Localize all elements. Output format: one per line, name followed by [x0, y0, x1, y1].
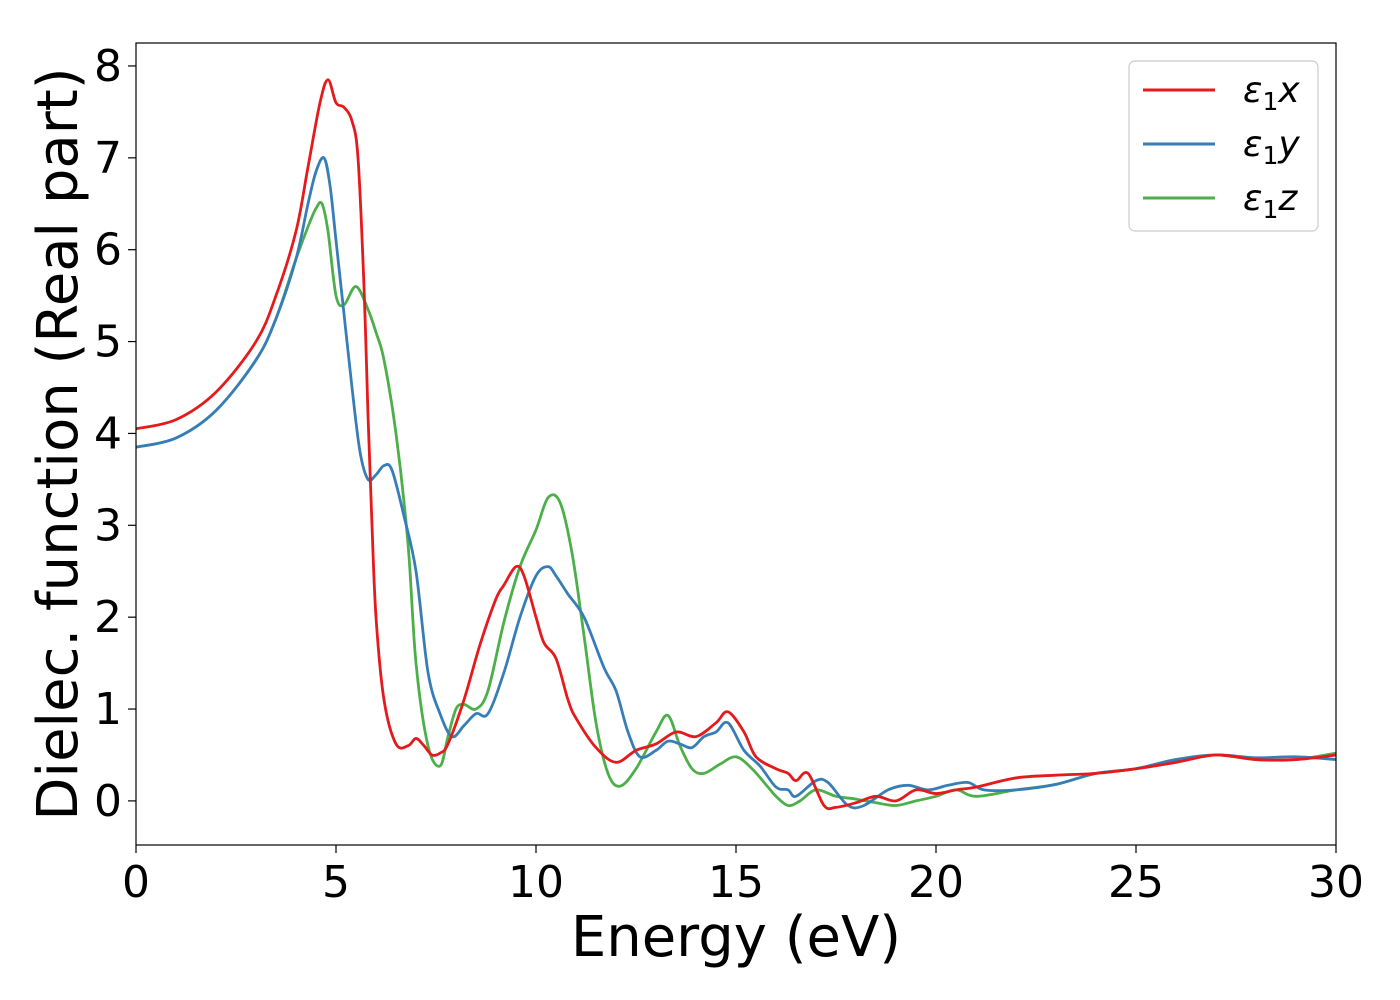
- legend: ε1x ε1y ε1z: [1128, 60, 1319, 232]
- x-tick-label: 10: [508, 857, 564, 908]
- legend-label: ε1y: [1243, 124, 1300, 170]
- y-axis-title: Dielec. function (Real part): [26, 67, 91, 820]
- legend-label: ε1z: [1243, 178, 1298, 224]
- series-line-y: [136, 156, 1336, 810]
- x-tick-label: 0: [122, 857, 150, 908]
- y-tick-label: 3: [94, 500, 122, 551]
- legend-box: [1128, 60, 1319, 232]
- x-tick-label: 25: [1108, 857, 1164, 908]
- series-layer: [136, 78, 1336, 811]
- legend-entry-x: ε1x: [1143, 70, 1300, 116]
- x-tick-label: 20: [908, 857, 964, 908]
- y-tick-label: 4: [94, 408, 122, 459]
- legend-label: ε1x: [1243, 70, 1300, 116]
- y-tick-label: 8: [94, 41, 122, 92]
- y-tick-label: 2: [94, 592, 122, 643]
- y-tick-label: 0: [94, 776, 122, 827]
- y-tick-label: 1: [94, 684, 122, 735]
- y-tick-label: 5: [94, 317, 122, 368]
- x-axis-ticks: 0 5 10 15 20 25 30: [122, 845, 1364, 908]
- y-axis-ticks: 0 1 2 3 4 5 6 7 8: [94, 41, 136, 827]
- legend-entry-z: ε1z: [1143, 178, 1298, 224]
- series-line-x: [136, 78, 1336, 811]
- x-tick-label: 30: [1308, 857, 1364, 908]
- x-tick-label: 5: [322, 857, 350, 908]
- y-tick-label: 7: [94, 133, 122, 184]
- y-tick-label: 6: [94, 225, 122, 276]
- legend-entry-y: ε1y: [1143, 124, 1300, 170]
- x-tick-label: 15: [708, 857, 764, 908]
- x-axis-title: Energy (eV): [571, 905, 901, 970]
